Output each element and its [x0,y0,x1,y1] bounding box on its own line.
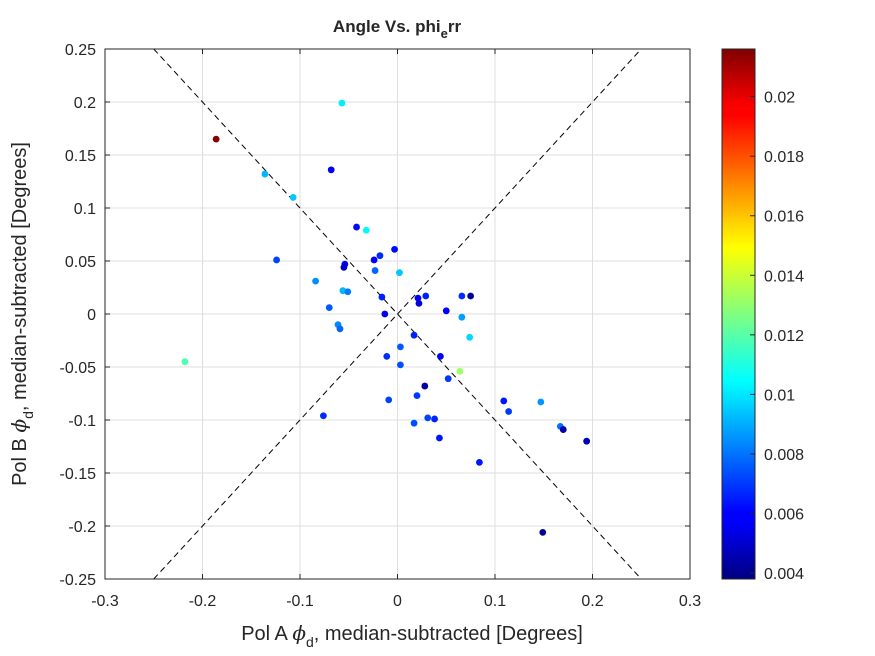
scatter-point [378,293,386,301]
colorbar-tick-label: 0.004 [764,566,804,583]
scatter-point [458,313,466,321]
scatter-point [466,333,474,341]
scatter-point [583,437,591,445]
scatter-point [444,375,452,383]
scatter-point [414,294,422,302]
scatter-point [376,252,384,260]
y-tick-label: 0.05 [65,254,96,271]
x-tick-label: -0.3 [91,593,119,610]
scatter-point [340,263,348,271]
scatter-point [437,353,444,360]
colorbar-tick-label: 0.01 [764,387,795,404]
y-tick-label: -0.25 [60,572,97,589]
scatter-point [539,528,547,536]
colorbar-tick-label: 0.02 [764,90,795,107]
y-axis-ticks: -0.25 -0.2 -0.15 -0.1 -0.05 0 0.05 0.1 0.15 0.2 0.… [60,42,690,589]
scatter-point [413,392,421,400]
scatter-point [467,292,475,300]
scatter-point [181,358,189,366]
colorbar [721,48,756,580]
scatter-point [362,226,370,234]
scatter-point [431,415,438,423]
scatter-point [327,166,335,174]
x-axis-label: Pol A ϕd, median-subtracted [Degrees] [241,621,583,650]
scatter-point [336,325,344,333]
scatter-point [456,367,464,375]
scatter-point [442,307,450,315]
colorbar-ticks: 0.004 0.006 0.008 0.01 0.012 0.014 0.016 0.018 0… [750,90,804,583]
scatter-point [505,408,513,415]
scatter-point [320,412,327,420]
scatter-point [273,256,280,264]
scatter-point [537,398,545,406]
scatter-point [500,397,508,405]
scatter-point [289,194,297,201]
data-points [181,99,591,536]
scatter-point [338,99,346,107]
scatter-point [385,396,393,404]
scatter-point [325,304,333,312]
y-tick-label: 0.2 [74,95,96,112]
scatter-point [458,292,466,300]
x-tick-label: -0.1 [286,593,314,610]
colorbar-tick-label: 0.014 [764,268,804,285]
colorbar-tick-label: 0.008 [764,447,804,464]
scatter-point [381,310,389,318]
chart-title: Angle Vs. phierr [333,17,462,41]
scatter-point [415,300,423,307]
scatter-point [344,288,352,296]
scatter-point [559,426,567,433]
scatter-point [410,331,418,339]
y-tick-label: 0 [87,307,96,324]
y-axis-label: Pol B ϕd, median-subtracted [Degrees] [7,142,36,486]
scatter-point [436,434,443,442]
scatter-point [212,135,220,143]
scatter-point [397,361,404,369]
x-tick-label: 0.1 [484,593,506,610]
scatter-point [391,245,398,253]
scatter-point [421,382,429,390]
colorbar-tick-label: 0.016 [764,209,804,226]
x-tick-label: -0.2 [189,593,217,610]
reference-line [153,49,642,579]
colorbar-tick-label: 0.012 [764,328,804,345]
scatter-point [370,256,378,264]
scatter-point [396,269,403,277]
colorbar-tick-label: 0.006 [764,506,804,523]
colorbar-tick-label: 0.018 [764,149,804,166]
y-tick-label: 0.25 [65,42,96,59]
x-tick-label: 0.2 [581,593,603,610]
scatter-point [410,419,418,427]
y-tick-label: -0.15 [60,466,97,483]
y-tick-label: -0.2 [68,519,96,536]
x-tick-label: 0.3 [679,593,701,610]
scatter-point [261,170,269,178]
scatter-point [371,267,379,274]
scatter-point [397,343,404,351]
scatter-point [312,277,319,285]
y-tick-label: -0.1 [68,413,96,430]
y-tick-label: 0.1 [74,201,96,218]
scatter-point [424,414,432,422]
scatter-point [353,223,360,231]
scatter-point [476,459,483,466]
scatter-point [422,292,430,300]
reference-lines [153,49,642,579]
y-tick-label: 0.15 [65,148,96,165]
y-tick-label: -0.05 [60,360,97,377]
x-axis-ticks: -0.3 -0.2 -0.1 0 0.1 0.2 0.3 [91,49,701,610]
scatter-point [383,353,391,360]
x-tick-label: 0 [393,593,402,610]
